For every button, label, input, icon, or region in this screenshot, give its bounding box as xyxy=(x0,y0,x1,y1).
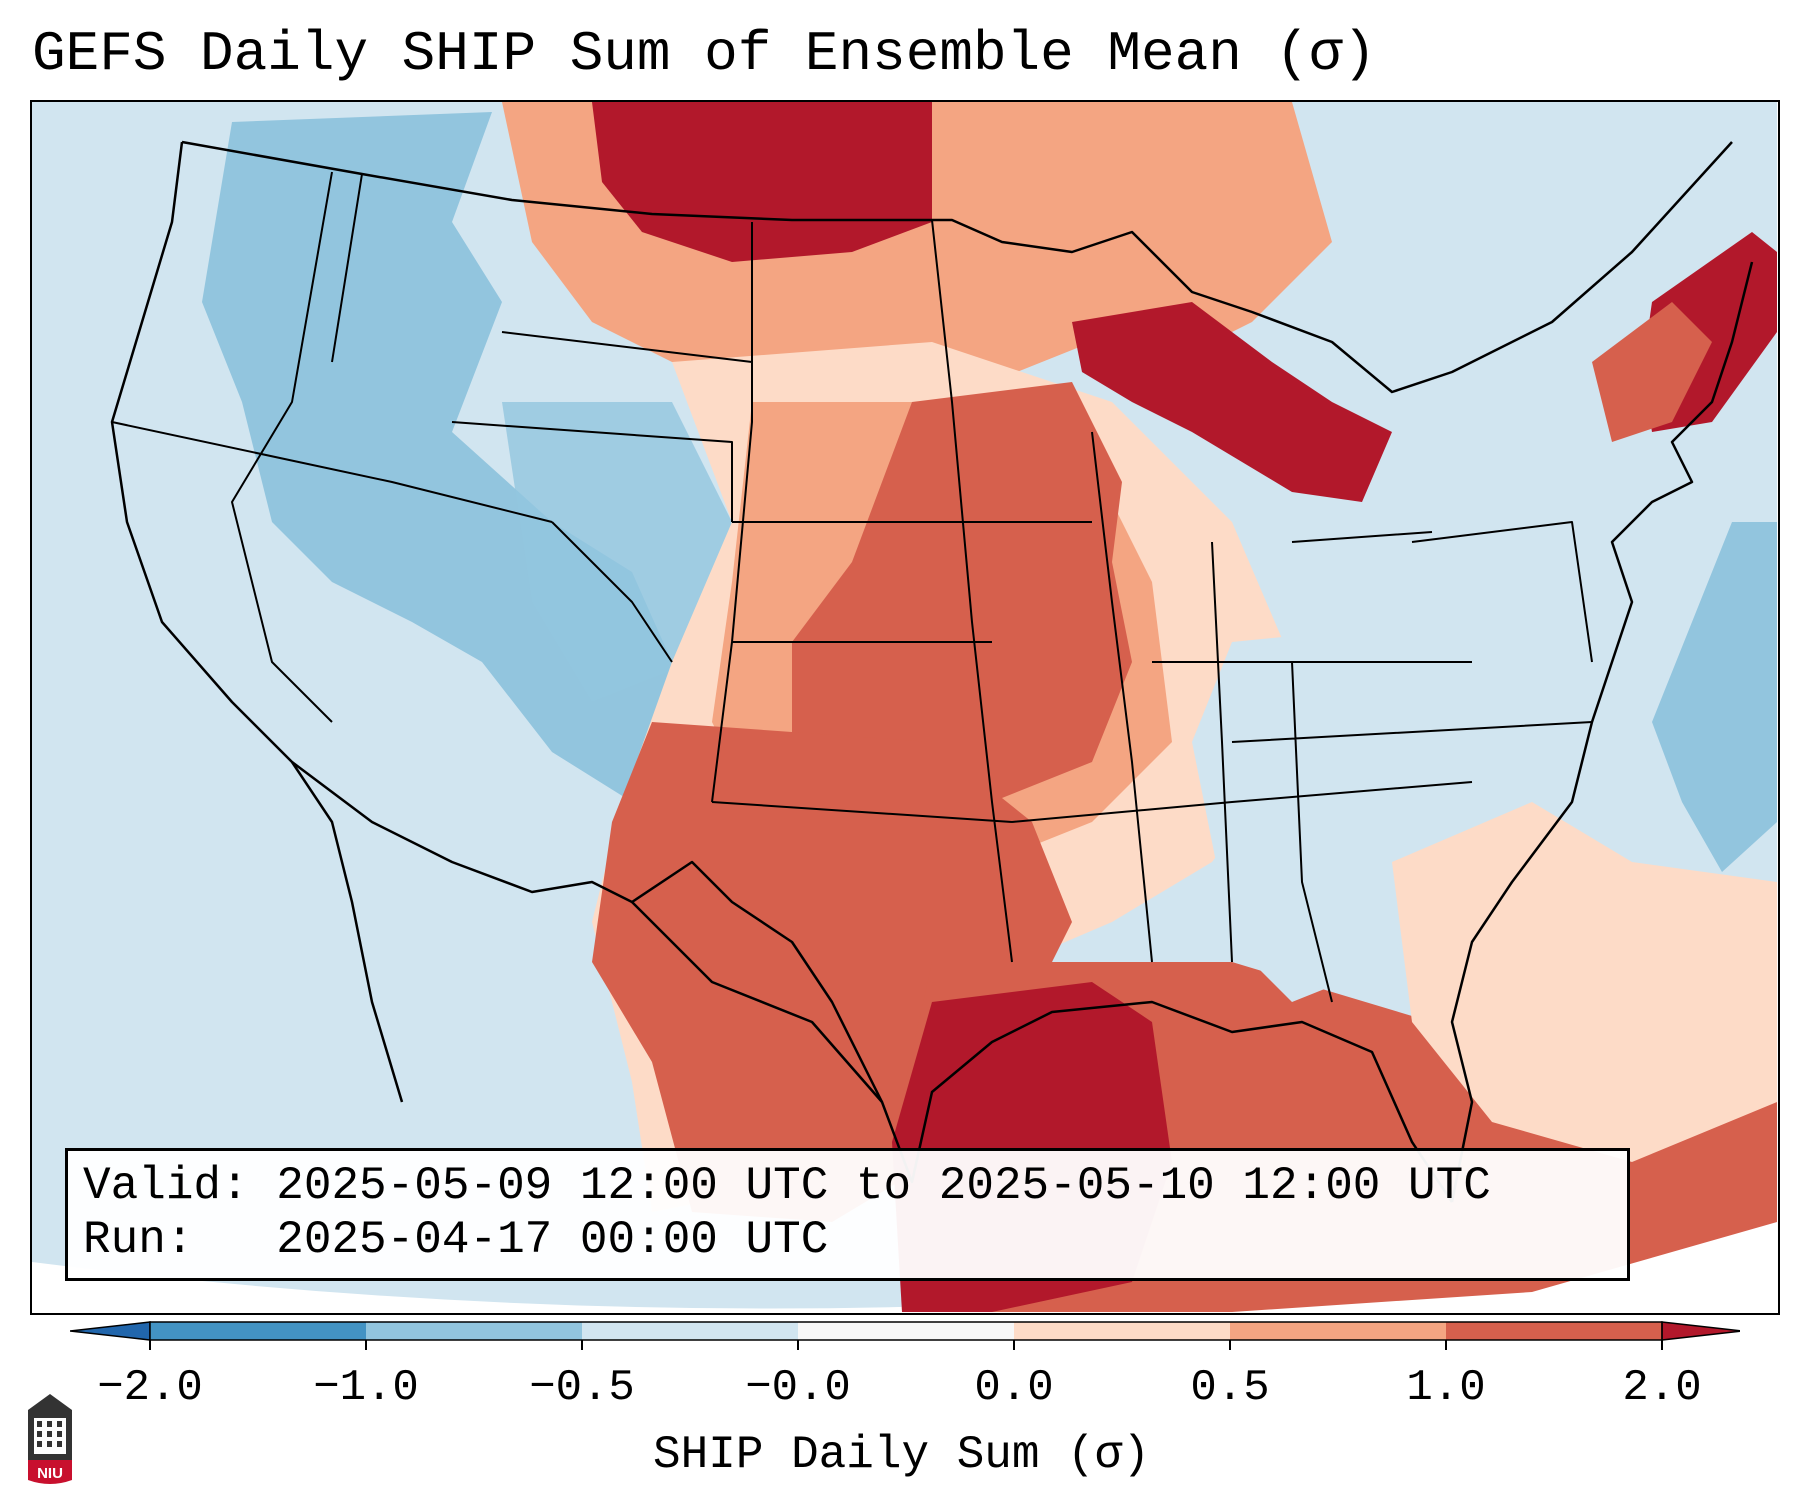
us-canada-border xyxy=(181,140,1733,394)
gulf-coastline xyxy=(631,901,1454,1203)
valid-time-box: Valid: 2025-05-09 12:00 UTC to 2025-05-1… xyxy=(65,1148,1630,1281)
colorbar-bin xyxy=(1014,1322,1230,1340)
northeast-positive xyxy=(1592,302,1712,442)
colorbar-bin xyxy=(366,1322,582,1340)
niu-logo: NIU xyxy=(28,1394,72,1484)
colorbar-tick-label: −0.5 xyxy=(529,1363,635,1413)
colorbar-bin xyxy=(1230,1322,1446,1340)
colorbar-tick-label: 1.0 xyxy=(1406,1363,1486,1413)
map-panel xyxy=(30,100,1780,1315)
run-line: Run: 2025-04-17 00:00 UTC xyxy=(83,1214,829,1266)
colorbar-label: SHIP Daily Sum (σ) xyxy=(653,1429,1150,1481)
atlantic-light-positive xyxy=(1392,802,1777,1162)
colorbar-over-triangle xyxy=(1661,1321,1740,1341)
boundaries xyxy=(110,140,1754,1203)
colorbar-bin xyxy=(1446,1322,1662,1340)
colorbar-tick-label: −2.0 xyxy=(97,1363,203,1413)
atlantic-coastline xyxy=(1450,261,1754,1203)
colorbar-tick-label: 0.0 xyxy=(974,1363,1054,1413)
canada-strong-positive xyxy=(592,102,932,262)
colorbar-bin xyxy=(798,1322,1014,1340)
colorbar-tick-label: 2.0 xyxy=(1622,1363,1702,1413)
map-title: GEFS Daily SHIP Sum of Ensemble Mean (σ) xyxy=(32,22,1377,86)
pacific-coastline xyxy=(110,141,404,1103)
colorbar-tick-label: −1.0 xyxy=(313,1363,419,1413)
plains-strong-positive xyxy=(792,382,1132,802)
colorbar xyxy=(70,1321,1740,1350)
great-lakes-strong-positive xyxy=(1072,302,1392,502)
us-mexico-border xyxy=(291,761,884,1103)
valid-line: Valid: 2025-05-09 12:00 UTC to 2025-05-1… xyxy=(83,1160,1491,1212)
colorbar-under-triangle xyxy=(70,1321,151,1341)
colorbar-tick-label: 0.5 xyxy=(1190,1363,1270,1413)
colorbar-outline xyxy=(149,1321,1663,1341)
colorbar-bin xyxy=(150,1322,366,1340)
niu-logo-text: NIU xyxy=(37,1465,63,1482)
atlantic-negative-region xyxy=(1652,522,1777,872)
west-light-blue-region xyxy=(502,402,732,702)
colorbar-tick-label: −0.0 xyxy=(745,1363,851,1413)
colorbar-bin xyxy=(582,1322,798,1340)
university-building-icon: NIU xyxy=(28,1394,72,1484)
state-lines xyxy=(111,171,1593,1003)
ship-anomaly-map xyxy=(32,102,1777,1312)
